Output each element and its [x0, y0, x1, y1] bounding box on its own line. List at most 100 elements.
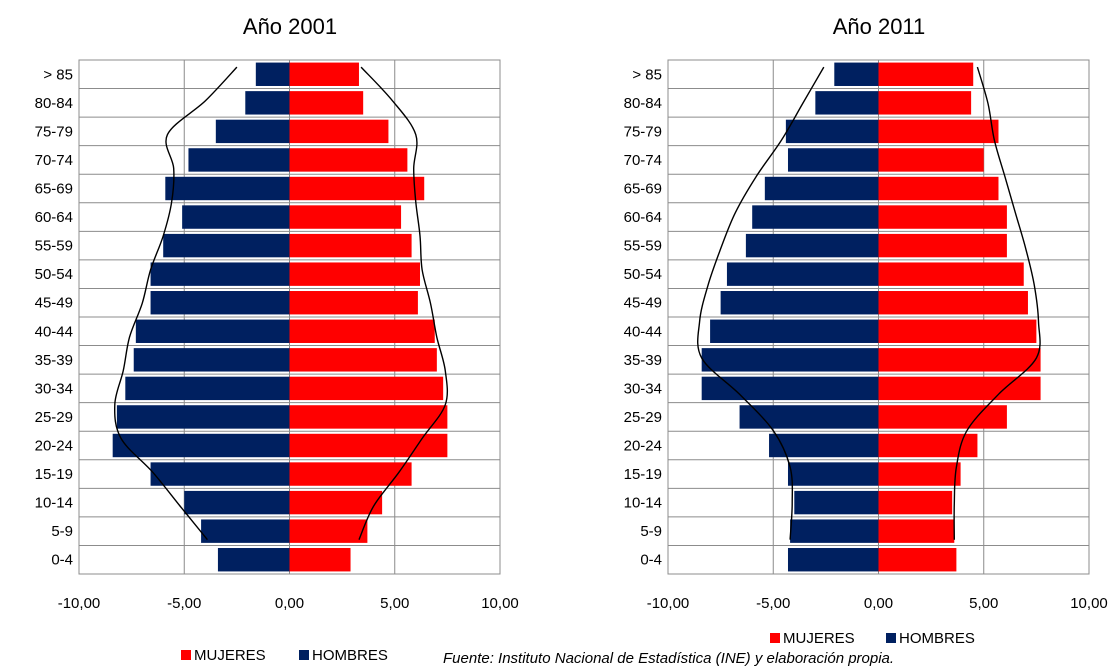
x-tick-labels: -10,00 -5,00 0,00 5,00 10,00 [647, 595, 1108, 612]
y-tick-label: 15-19 [35, 466, 73, 483]
y-tick-label: 45-49 [624, 295, 662, 312]
y-tick-label: 80-84 [35, 95, 73, 112]
bar-men-2024 [769, 433, 879, 458]
bar-women-8084 [878, 91, 972, 115]
bar-women-4549 [289, 291, 418, 315]
x-tick-label: 5,00 [380, 595, 409, 612]
trend-lines [697, 66, 1041, 540]
bar-women-59 [289, 519, 368, 543]
bar-women-1519 [878, 462, 961, 486]
bar-men-04 [787, 548, 879, 572]
y-tick-label: 80-84 [624, 95, 662, 112]
bar-men-1519 [150, 462, 290, 486]
bar-women-1519 [289, 462, 412, 486]
y-tick-labels: 0-4 5-9 10-14 15-19 20-24 25-29 30-34 35-39 40-4… [624, 66, 662, 568]
bar-men-2529 [116, 405, 290, 429]
chart-title: Año 2011 [833, 14, 926, 39]
y-tick-label: 50-54 [624, 266, 662, 283]
pyramid-2011: Año 2011 0-4 5-9 10-14 15-19 20-24 25-29 30-34… [624, 14, 1108, 647]
bar-women-4549 [878, 291, 1028, 315]
x-tick-label: -10,00 [58, 595, 101, 612]
bar-men-1014 [794, 490, 879, 515]
bar-women-6064 [878, 205, 1007, 229]
bar-women-6569 [878, 176, 999, 201]
bar-men-6569 [764, 176, 879, 201]
y-tick-label: 0-4 [51, 552, 73, 569]
bar-men-85 [255, 62, 290, 86]
bar-women-1014 [878, 490, 953, 515]
bars [701, 62, 1041, 572]
bar-women-5054 [289, 262, 421, 286]
y-tick-label: 0-4 [640, 552, 662, 569]
y-tick-label: 60-64 [35, 209, 73, 226]
bar-men-85 [834, 62, 879, 86]
x-tick-label: 10,00 [481, 595, 519, 612]
source-note: Fuente: Instituto Nacional de Estadístic… [443, 650, 894, 666]
bar-women-3539 [878, 348, 1041, 372]
bar-men-8084 [815, 91, 879, 115]
bar-men-2024 [112, 433, 290, 458]
y-tick-label: 10-14 [35, 495, 73, 512]
bar-men-2529 [739, 405, 879, 429]
y-tick-label: 30-34 [624, 380, 662, 397]
trend-line-women [358, 66, 449, 540]
y-tick-label: 50-54 [35, 266, 73, 283]
trend-line-women [953, 66, 1041, 540]
gridlines [78, 59, 501, 575]
bar-men-3034 [701, 376, 879, 401]
bar-women-7074 [289, 148, 408, 172]
bar-women-3034 [878, 376, 1041, 401]
y-tick-label: 35-39 [624, 352, 662, 369]
bar-women-04 [289, 548, 351, 572]
bar-men-04 [217, 548, 290, 572]
bar-men-8084 [245, 91, 290, 115]
y-tick-label: 65-69 [35, 181, 73, 198]
y-tick-label: > 85 [632, 66, 662, 83]
bar-men-7579 [215, 119, 290, 144]
bar-men-59 [790, 519, 879, 543]
y-tick-label: 20-24 [35, 438, 73, 455]
bar-women-5054 [878, 262, 1024, 286]
y-tick-label: 25-29 [624, 409, 662, 426]
bar-women-1014 [289, 490, 383, 515]
y-tick-label: 45-49 [35, 295, 73, 312]
bar-women-04 [878, 548, 957, 572]
y-tick-label: 60-64 [624, 209, 662, 226]
bar-men-3034 [125, 376, 290, 401]
y-tick-label: 55-59 [35, 238, 73, 255]
legend-swatch-men [299, 650, 309, 660]
bar-men-3539 [701, 348, 879, 372]
y-tick-label: 35-39 [35, 352, 73, 369]
y-tick-label: 75-79 [624, 123, 662, 140]
trend-line-men [113, 66, 238, 541]
x-tick-label: -5,00 [756, 595, 790, 612]
legend: MUJERES HOMBRES [770, 630, 975, 647]
bar-women-5559 [289, 233, 412, 258]
bar-men-1519 [787, 462, 879, 486]
bar-men-1014 [184, 490, 290, 515]
bars [112, 62, 448, 572]
y-tick-label: 75-79 [35, 123, 73, 140]
x-tick-label: 0,00 [275, 595, 304, 612]
bar-men-4549 [150, 291, 290, 315]
x-tick-label: 10,00 [1070, 595, 1108, 612]
bar-women-3034 [289, 376, 444, 401]
gridlines [667, 59, 1090, 575]
bar-men-4044 [135, 319, 290, 343]
bar-women-2024 [289, 433, 448, 458]
y-tick-label: 70-74 [624, 152, 662, 169]
bar-women-4044 [878, 319, 1037, 343]
bar-men-4044 [710, 319, 879, 343]
bar-men-6064 [182, 205, 290, 229]
bar-women-2529 [878, 405, 1007, 429]
legend-swatch-women [770, 633, 780, 643]
y-tick-label: 5-9 [640, 523, 662, 540]
bar-men-3539 [133, 348, 290, 372]
bar-women-7579 [289, 119, 389, 144]
trend-lines [113, 66, 449, 541]
bar-women-2024 [878, 433, 978, 458]
y-tick-labels: 0-4 5-9 10-14 15-19 20-24 25-29 30-34 35-39 40-4… [35, 66, 73, 568]
legend-swatch-men [886, 633, 896, 643]
y-tick-label: 40-44 [624, 323, 662, 340]
bar-women-59 [878, 519, 955, 543]
